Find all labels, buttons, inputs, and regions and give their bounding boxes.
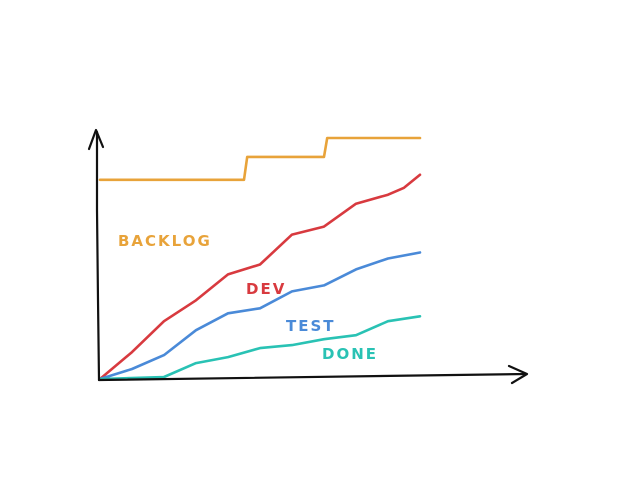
data-point-done xyxy=(227,356,229,358)
x-axis xyxy=(97,372,528,382)
series-label-backlog: BACKLOG xyxy=(118,232,212,250)
data-point-done xyxy=(355,334,357,336)
x-axis-arrowhead xyxy=(507,364,529,385)
data-point-dev xyxy=(291,234,293,236)
data-point-backlog xyxy=(243,179,245,181)
data-point-test xyxy=(163,354,165,356)
data-point-dev xyxy=(419,174,421,176)
series-line-done xyxy=(98,315,422,381)
data-point-dev xyxy=(403,187,405,189)
data-point-dev xyxy=(131,351,133,353)
data-point-test xyxy=(419,252,421,254)
data-point-done xyxy=(387,320,389,322)
data-point-done xyxy=(195,362,197,364)
labels-layer: BACKLOG DEV TEST DONE xyxy=(118,232,378,363)
y-axis-arrowhead xyxy=(87,128,105,151)
data-point-backlog xyxy=(326,137,328,139)
data-point-done xyxy=(419,315,421,317)
data-point-backlog xyxy=(323,156,325,158)
data-point-test xyxy=(387,258,389,260)
data-point-test xyxy=(227,312,229,314)
data-point-dev xyxy=(387,194,389,196)
data-point-done xyxy=(323,338,325,340)
data-point-backlog xyxy=(246,156,248,158)
data-point-test xyxy=(323,284,325,286)
data-point-backlog xyxy=(419,137,421,139)
data-point-dev xyxy=(227,273,229,275)
data-point-backlog xyxy=(99,179,101,181)
data-point-done xyxy=(291,344,293,346)
series-line-dev xyxy=(98,173,422,381)
data-point-test xyxy=(355,268,357,270)
data-point-done xyxy=(259,347,261,349)
data-point-dev xyxy=(259,264,261,266)
series-label-done: DONE xyxy=(322,345,378,363)
data-point-dev xyxy=(163,320,165,322)
axes-layer xyxy=(87,128,529,385)
data-point-dev xyxy=(355,203,357,205)
data-point-test xyxy=(259,307,261,309)
data-point-dev xyxy=(195,299,197,301)
y-axis xyxy=(95,130,101,382)
data-point-dev xyxy=(323,226,325,228)
data-point-test xyxy=(131,368,133,370)
series-label-dev: DEV xyxy=(246,280,286,298)
series-line-test xyxy=(98,251,422,381)
series-label-test: TEST xyxy=(286,317,336,335)
series-layer xyxy=(98,136,422,381)
data-point-test xyxy=(195,329,197,331)
series-line-backlog xyxy=(98,136,422,182)
data-point-test xyxy=(291,290,293,292)
data-point-done xyxy=(163,376,165,378)
